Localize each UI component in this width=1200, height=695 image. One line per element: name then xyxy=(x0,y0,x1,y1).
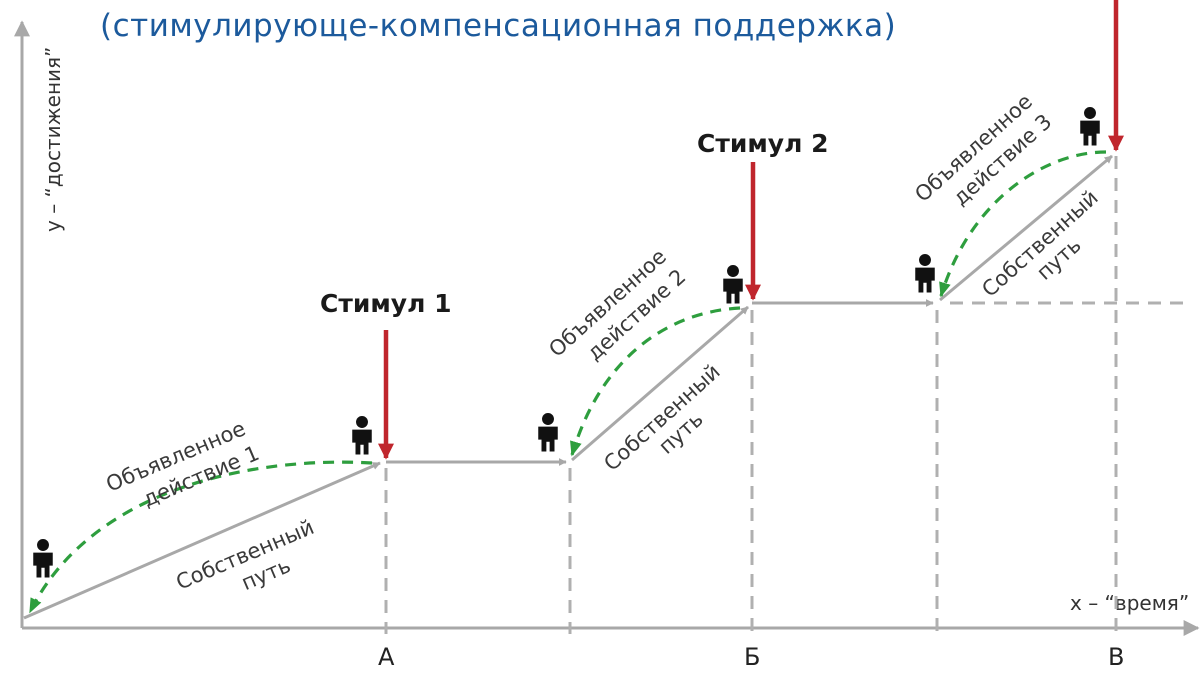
x-axis-label: x – “время” xyxy=(1070,591,1189,615)
stimulus-label-1: Стимул 1 xyxy=(320,289,452,318)
stimulus-arrows xyxy=(378,0,1124,460)
own-path-1 xyxy=(23,461,381,620)
person-icon xyxy=(723,265,743,304)
declared-path-1 xyxy=(28,460,373,614)
own-path-2 xyxy=(571,305,749,462)
own-label-2a: Собственный xyxy=(599,359,724,475)
declared-path-3 xyxy=(939,150,1107,298)
tick-a: А xyxy=(378,643,395,671)
declared-path-2 xyxy=(570,306,741,457)
declared-paths xyxy=(28,150,1107,614)
tick-v: В xyxy=(1108,643,1124,671)
person-icon xyxy=(352,416,372,455)
person-icon xyxy=(1080,107,1100,146)
person-icon xyxy=(915,254,935,293)
y-axis-label: y – “достижения” xyxy=(41,47,65,232)
guide-lines xyxy=(384,156,1190,634)
own-path-3 xyxy=(939,154,1113,302)
person-icon xyxy=(538,413,558,452)
tick-b: Б xyxy=(744,643,760,671)
own-paths xyxy=(23,154,1113,620)
diagram-title: (стимулирующе-компенсационная поддержка) xyxy=(100,8,897,44)
axes: y – “достижения” x – “время” А Б В xyxy=(14,20,1200,671)
person-icon xyxy=(33,539,53,578)
stimulus-label-2: Стимул 2 xyxy=(697,129,829,158)
